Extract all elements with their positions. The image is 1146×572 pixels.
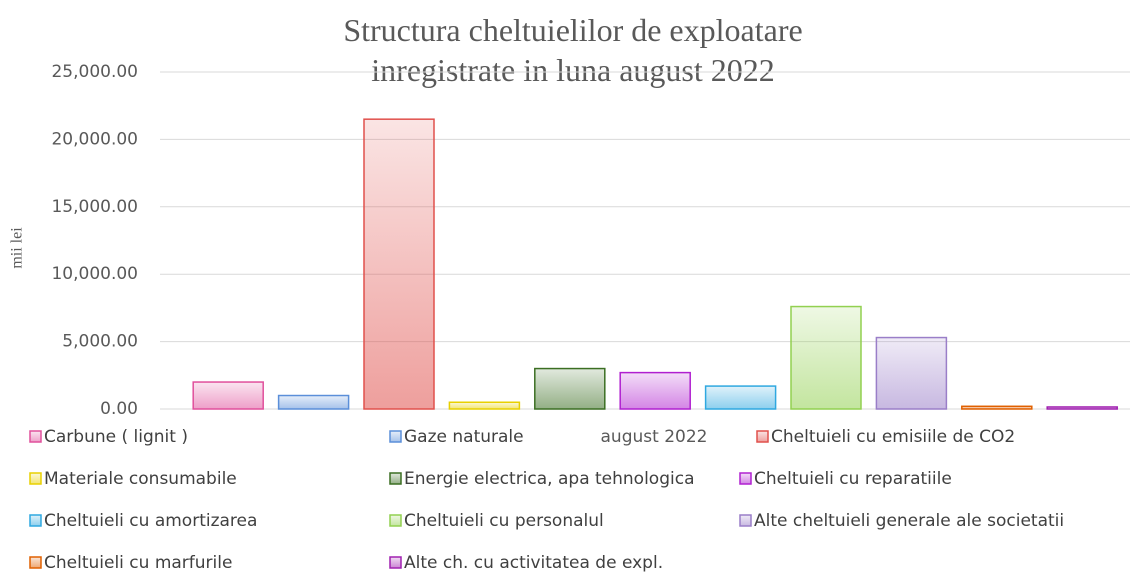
legend-label: Gaze naturale — [404, 427, 524, 447]
legend-label: Cheltuieli cu amortizarea — [44, 511, 257, 531]
y-axis-title: mii lei — [9, 227, 26, 269]
bar — [961, 405, 1033, 410]
legend-marker — [29, 430, 42, 443]
legend-marker — [756, 430, 769, 443]
chart-title: Structura cheltuielilor de exploatare in… — [343, 12, 803, 88]
legend-marker — [389, 556, 402, 569]
y-tick-label: 0.00 — [100, 399, 138, 419]
bar — [790, 305, 862, 410]
legend-marker — [29, 556, 42, 569]
legend-marker — [739, 514, 752, 527]
bar — [619, 371, 691, 410]
legend-marker — [739, 472, 752, 485]
legend-label: Cheltuieli cu emisiile de CO2 — [771, 427, 1015, 447]
bar — [704, 385, 777, 410]
y-tick-label: 5,000.00 — [62, 332, 138, 352]
bar — [534, 367, 606, 410]
legend-marker — [389, 472, 402, 485]
bar — [875, 336, 948, 410]
legend-marker — [29, 472, 42, 485]
x-tick-label: august 2022 — [601, 427, 708, 447]
y-tick-label: 20,000.00 — [51, 129, 138, 149]
legend-label: Cheltuieli cu personalul — [404, 511, 604, 531]
bar — [363, 118, 435, 410]
legend-label: Alte cheltuieli generale ale societatii — [754, 511, 1064, 531]
bar — [192, 381, 264, 410]
y-tick-label: 15,000.00 — [51, 197, 138, 217]
bar — [277, 394, 350, 410]
legend-label: Cheltuieli cu marfurile — [44, 553, 232, 572]
legend-marker — [29, 514, 42, 527]
legend-label: Carbune ( lignit ) — [44, 427, 188, 447]
legend-label: Materiale consumabile — [44, 469, 237, 489]
y-tick-label: 25,000.00 — [51, 62, 138, 82]
legend-label: Alte ch. cu activitatea de expl. — [404, 553, 663, 572]
legend-marker — [389, 514, 402, 527]
legend-label: Energie electrica, apa tehnologica — [404, 469, 695, 489]
bar — [1046, 406, 1118, 410]
y-tick-label: 10,000.00 — [51, 264, 138, 284]
bar — [448, 401, 521, 410]
legend-label: Cheltuieli cu reparatiile — [754, 469, 952, 489]
legend-marker — [389, 430, 402, 443]
